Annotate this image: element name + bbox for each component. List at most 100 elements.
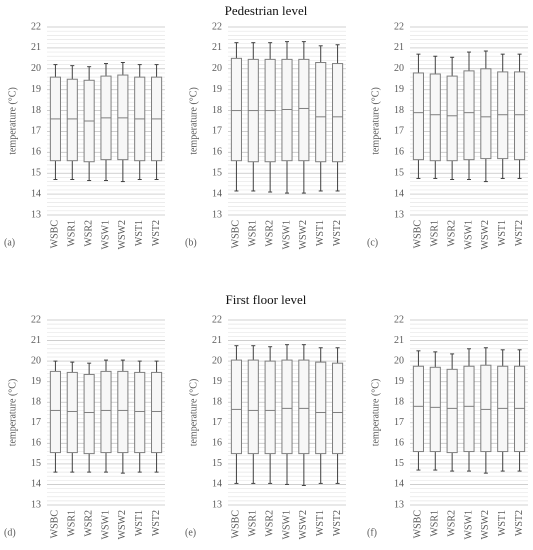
box <box>247 359 259 455</box>
x-tick-label: WSBC <box>413 220 424 249</box>
x-tick-label: WSW1 <box>463 510 474 539</box>
x-tick-label: WST1 <box>497 510 508 536</box>
box <box>429 366 441 453</box>
box <box>497 365 509 453</box>
x-tick-label: WSR2 <box>264 510 275 537</box>
x-tick-label: WSW1 <box>281 220 292 249</box>
x-tick-label: WSR1 <box>430 510 441 537</box>
y-tick-label: 16 <box>31 438 41 449</box>
y-tick-label: 22 <box>31 21 41 32</box>
y-tick-label: 16 <box>212 438 222 449</box>
y-tick-label: 17 <box>394 417 404 428</box>
box <box>83 373 95 455</box>
y-tick-label: 19 <box>212 84 222 95</box>
section-title: First floor level <box>226 292 307 307</box>
y-tick-label: 19 <box>31 376 41 387</box>
box <box>497 71 509 160</box>
box <box>429 73 441 162</box>
y-tick-label: 14 <box>31 479 41 490</box>
panel-label: (f) <box>367 527 377 538</box>
panel-label: (e) <box>185 527 196 538</box>
y-tick-label: 20 <box>212 355 222 366</box>
x-tick-label: WSR1 <box>67 510 78 537</box>
box <box>514 71 526 161</box>
y-tick-label: 21 <box>212 335 222 346</box>
x-tick-label: WSBC <box>50 510 61 539</box>
y-axis-label: temperature (°C) <box>370 379 381 447</box>
x-tick-label: WST1 <box>134 510 145 536</box>
x-tick-label: WST1 <box>315 510 326 536</box>
box <box>117 74 129 161</box>
y-tick-label: 14 <box>394 188 404 199</box>
y-tick-label: 14 <box>212 188 222 199</box>
x-tick-label: WSW1 <box>100 220 111 249</box>
box <box>463 365 475 453</box>
y-axis-label: temperature (°C) <box>370 87 381 155</box>
y-axis-label: temperature (°C) <box>7 379 18 447</box>
y-tick-label: 15 <box>31 168 41 179</box>
y-tick-label: 13 <box>212 209 222 220</box>
x-tick-label: WSW2 <box>117 510 128 539</box>
y-tick-label: 17 <box>212 417 222 428</box>
y-tick-label: 18 <box>212 397 222 408</box>
y-tick-label: 19 <box>212 376 222 387</box>
y-tick-label: 15 <box>212 168 222 179</box>
panel-label: (d) <box>4 527 16 538</box>
y-tick-label: 16 <box>394 147 404 158</box>
y-tick-label: 18 <box>31 105 41 116</box>
x-tick-label: WSBC <box>231 510 242 539</box>
box <box>332 63 344 163</box>
y-tick-label: 21 <box>31 335 41 346</box>
box <box>281 359 293 455</box>
box <box>134 371 146 454</box>
x-tick-label: WSR2 <box>83 510 94 537</box>
x-tick-label: WST1 <box>134 220 145 246</box>
box <box>480 68 492 160</box>
box <box>412 72 424 161</box>
y-tick-label: 16 <box>212 147 222 158</box>
panel-label: (b) <box>185 237 197 248</box>
y-tick-label: 19 <box>394 84 404 95</box>
y-tick-label: 15 <box>212 458 222 469</box>
y-tick-label: 14 <box>212 479 222 490</box>
y-tick-label: 21 <box>31 42 41 53</box>
y-tick-label: 16 <box>31 147 41 158</box>
y-tick-label: 13 <box>212 499 222 510</box>
y-axis-label: temperature (°C) <box>7 87 18 155</box>
box <box>480 364 492 453</box>
box <box>298 359 310 455</box>
x-tick-label: WST2 <box>151 220 162 246</box>
box <box>66 371 78 454</box>
x-tick-label: WST1 <box>315 220 326 246</box>
x-tick-label: WSW2 <box>480 510 491 539</box>
box <box>49 370 61 454</box>
y-tick-label: 17 <box>212 126 222 137</box>
x-tick-label: WSR1 <box>248 510 259 537</box>
y-tick-label: 21 <box>394 335 404 346</box>
y-tick-label: 22 <box>212 314 222 325</box>
y-tick-label: 16 <box>394 438 404 449</box>
x-tick-label: WST2 <box>332 510 343 536</box>
y-tick-label: 14 <box>394 479 404 490</box>
x-tick-label: WSR2 <box>446 510 457 537</box>
y-axis-label: temperature (°C) <box>188 379 199 447</box>
y-tick-label: 18 <box>212 105 222 116</box>
x-tick-label: WSR1 <box>67 220 78 247</box>
panel-label: (a) <box>4 237 15 248</box>
x-tick-label: WST2 <box>514 510 525 536</box>
y-tick-label: 15 <box>394 458 404 469</box>
y-tick-label: 20 <box>394 63 404 74</box>
x-tick-label: WSR1 <box>248 220 259 247</box>
box <box>100 370 112 454</box>
y-tick-label: 22 <box>394 314 404 325</box>
x-tick-label: WSR2 <box>83 220 94 247</box>
box <box>315 361 327 455</box>
y-tick-label: 21 <box>394 42 404 53</box>
x-tick-label: WSW1 <box>463 220 474 249</box>
box <box>446 368 458 454</box>
y-tick-label: 15 <box>394 168 404 179</box>
y-tick-label: 20 <box>31 355 41 366</box>
y-tick-label: 17 <box>394 126 404 137</box>
y-tick-label: 15 <box>31 458 41 469</box>
